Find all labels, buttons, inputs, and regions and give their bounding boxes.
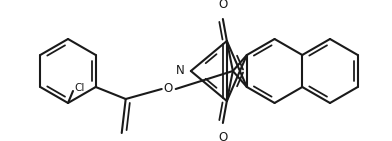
- Text: O: O: [218, 0, 227, 11]
- Text: Cl: Cl: [74, 83, 84, 93]
- Text: N: N: [176, 64, 185, 78]
- Text: O: O: [218, 131, 227, 141]
- Text: O: O: [164, 82, 173, 95]
